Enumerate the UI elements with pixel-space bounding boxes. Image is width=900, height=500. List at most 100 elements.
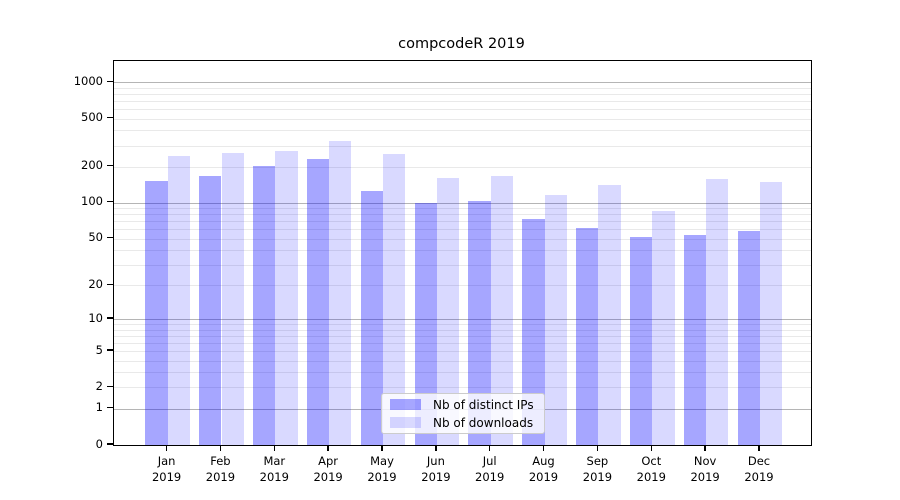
y-tick-mark: [107, 349, 113, 351]
bar-distinct-ips-jul: [468, 200, 491, 445]
y-tick-label: 200: [81, 158, 103, 173]
legend-swatch-distinct-ips: [390, 399, 421, 410]
bar-distinct-ips-may: [360, 191, 383, 445]
gridline-minor: [114, 285, 811, 287]
gridline-minor: [114, 372, 811, 374]
bar-downloads-nov: [706, 179, 729, 445]
x-tick-label: Oct 2019: [636, 454, 666, 484]
gridline-minor: [114, 101, 811, 103]
y-tick-label: 100: [81, 194, 103, 209]
y-tick-label: 20: [88, 276, 103, 291]
plot-area: Nb of distinct IPs Nb of downloads: [113, 60, 812, 446]
gridline-minor: [114, 87, 811, 89]
x-tick-mark: [758, 445, 760, 452]
gridline-minor: [114, 335, 811, 337]
y-tick-label: 5: [95, 342, 103, 357]
y-tick-mark: [107, 236, 113, 239]
bar-distinct-ips-mar: [253, 166, 276, 445]
y-tick-label: 2: [95, 378, 103, 393]
gridline-minor: [114, 387, 811, 389]
gridline-minor: [114, 130, 811, 132]
bar-distinct-ips-nov: [683, 234, 707, 445]
x-tick-label: Mar 2019: [259, 454, 289, 484]
gridline-minor: [114, 250, 811, 252]
gridline-minor: [114, 238, 811, 240]
gridline-minor: [114, 342, 811, 344]
gridline-major: [114, 82, 811, 84]
y-tick-mark: [107, 80, 113, 83]
gridline-minor: [114, 94, 811, 96]
bar-downloads-oct: [652, 210, 675, 445]
legend-label: Nb of downloads: [433, 415, 534, 430]
bar-distinct-ips-aug: [522, 219, 545, 445]
bar-downloads-apr: [329, 141, 352, 445]
x-tick-label: Sep 2019: [582, 454, 613, 484]
gridline-minor: [114, 221, 811, 223]
y-tick-mark: [107, 385, 113, 387]
x-tick-label: Jun 2019: [421, 454, 451, 484]
x-tick-mark: [542, 445, 545, 452]
gridline-minor: [114, 264, 811, 266]
bar-downloads-dec: [760, 182, 783, 445]
bar-distinct-ips-dec: [737, 231, 760, 445]
bar-downloads-jun: [436, 178, 460, 445]
y-tick-mark: [107, 406, 113, 409]
chart-title: compcodeR 2019: [398, 36, 525, 52]
x-tick-mark: [219, 445, 222, 452]
y-tick-mark: [107, 117, 113, 119]
y-tick-label: 50: [88, 230, 103, 245]
legend-item-distinct-ips: Nb of distinct IPs: [390, 398, 536, 412]
gridline-minor: [114, 324, 811, 326]
bar-downloads-mar: [275, 151, 298, 445]
y-tick-mark: [107, 443, 113, 445]
bar-distinct-ips-jan: [145, 181, 168, 445]
x-tick-mark: [704, 445, 706, 452]
gridline-minor: [114, 208, 811, 210]
gridline-minor: [114, 214, 811, 216]
y-tick-label: 500: [81, 110, 103, 125]
x-tick-mark: [489, 445, 491, 452]
gridline-major: [114, 202, 811, 204]
y-tick-mark: [107, 317, 113, 319]
bar-downloads-aug: [544, 195, 567, 445]
x-tick-mark: [273, 445, 275, 452]
bar-downloads-feb: [221, 152, 244, 445]
x-tick-mark: [165, 445, 168, 452]
legend: Nb of distinct IPs Nb of downloads: [381, 393, 545, 434]
x-tick-label: Dec 2019: [744, 454, 774, 484]
bar-downloads-may: [383, 154, 406, 445]
y-tick-label: 0: [95, 436, 103, 451]
y-tick-label: 1: [95, 400, 103, 415]
bar-distinct-ips-apr: [306, 158, 330, 445]
y-tick-mark: [107, 165, 113, 167]
bar-downloads-jan: [167, 156, 190, 445]
x-tick-label: Apr 2019: [313, 454, 343, 484]
gridline-minor: [114, 166, 811, 168]
x-tick-mark: [327, 445, 329, 452]
x-tick-mark: [381, 445, 383, 452]
legend-label: Nb of distinct IPs: [433, 397, 534, 412]
x-tick-label: Nov 2019: [690, 454, 720, 484]
gridline-minor: [114, 118, 811, 120]
x-tick-mark: [596, 445, 599, 452]
bar-distinct-ips-oct: [630, 236, 653, 445]
bar-distinct-ips-feb: [199, 176, 222, 445]
x-tick-label: Aug 2019: [528, 454, 559, 484]
gridline-minor: [114, 229, 811, 231]
gridline-minor: [114, 360, 811, 362]
bar-distinct-ips-sep: [576, 227, 599, 445]
bar-downloads-jul: [490, 176, 513, 445]
y-tick-mark: [107, 201, 113, 203]
x-tick-mark: [435, 445, 437, 452]
gridline-minor: [114, 109, 811, 111]
gridline-minor: [114, 329, 811, 331]
x-tick-label: Feb 2019: [205, 454, 236, 484]
gridline-minor: [114, 145, 811, 147]
gridline-major: [114, 319, 811, 321]
x-tick-mark: [650, 445, 652, 452]
bar-downloads-sep: [598, 184, 621, 445]
x-tick-label: May 2019: [367, 454, 397, 484]
gridline-minor: [114, 351, 811, 352]
y-tick-label: 1000: [73, 73, 103, 88]
